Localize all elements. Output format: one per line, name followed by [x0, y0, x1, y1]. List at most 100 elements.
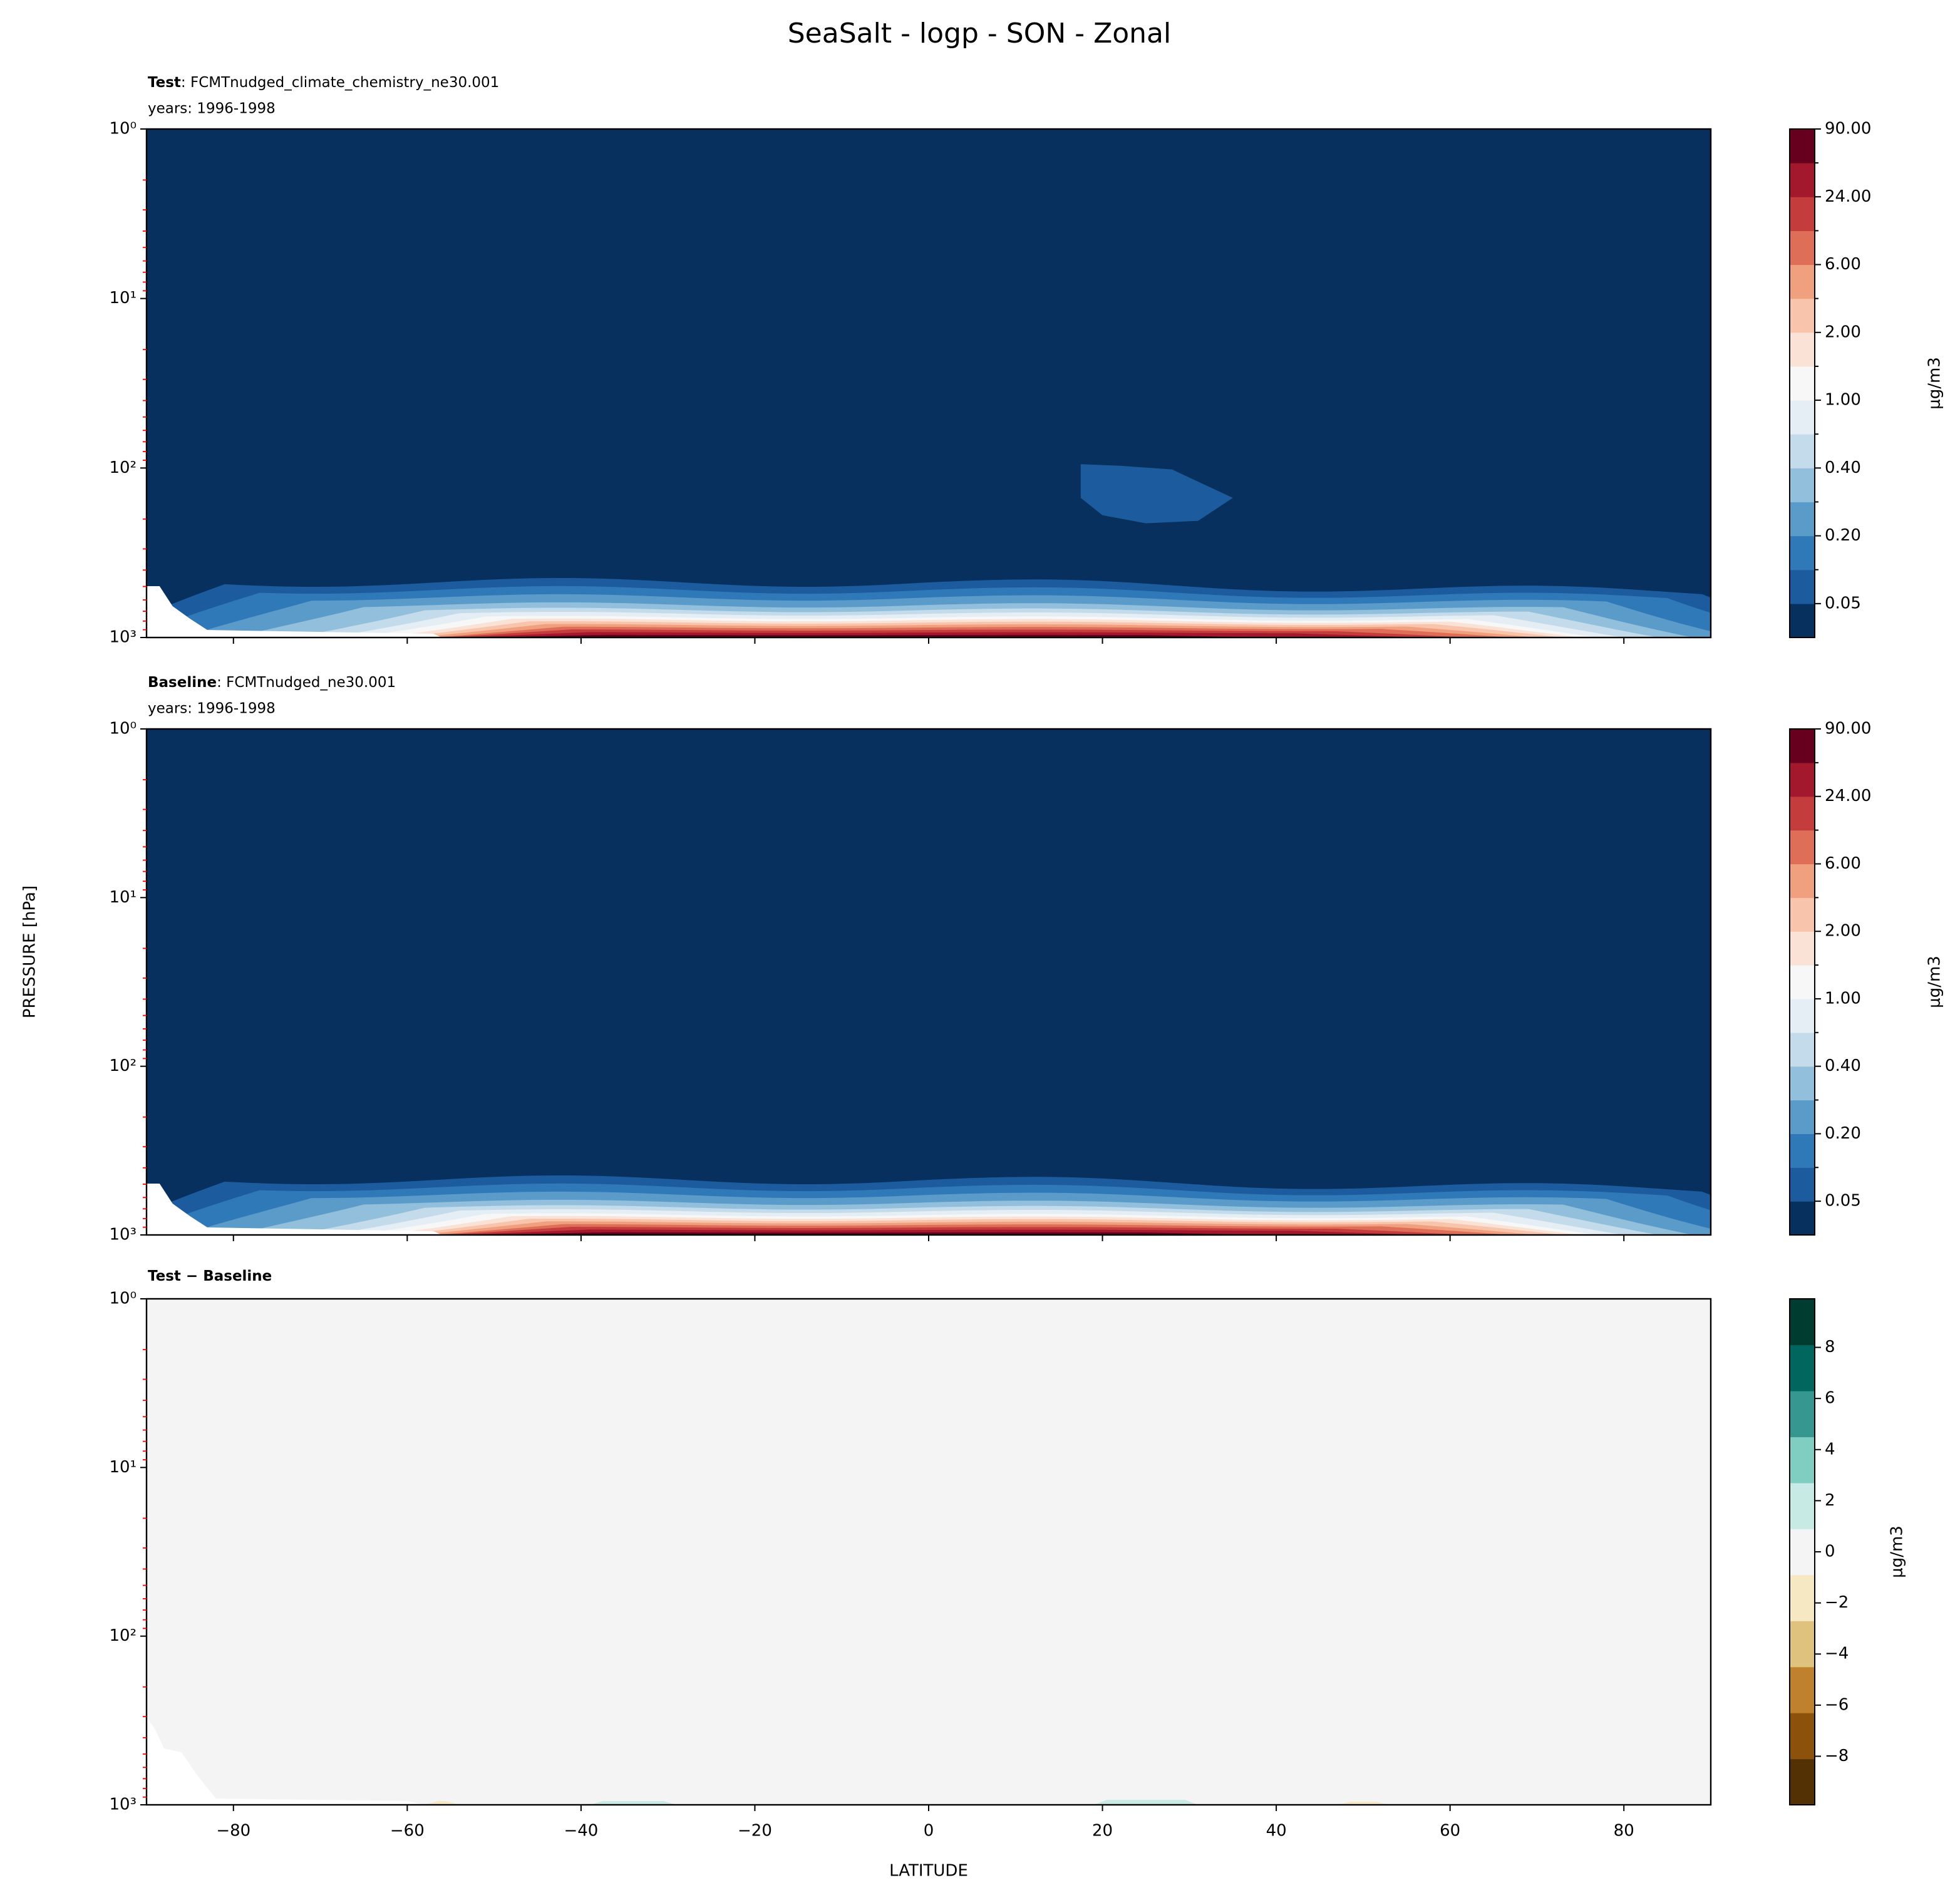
colorbar-segment — [1790, 129, 1815, 163]
colorbar-segment — [1790, 1758, 1815, 1805]
x-tick-label: −60 — [390, 1822, 425, 1841]
colorbar-segment — [1790, 729, 1815, 763]
colorbar-frame — [1789, 128, 1815, 638]
colorbar-segment — [1790, 332, 1815, 367]
colorbar-segment — [1790, 1167, 1815, 1202]
colorbar-segment — [1790, 897, 1815, 932]
x-tick-label: 0 — [924, 1822, 934, 1841]
colorbar-segment — [1790, 864, 1815, 898]
y-tick-label: 10⁰ — [109, 1289, 137, 1308]
missing-data-mask — [147, 1717, 425, 1805]
colorbar-segment — [1790, 1574, 1815, 1621]
panel-subtitle: years: 1996-1998 — [148, 101, 276, 117]
colorbar-tick-label: 0.40 — [1825, 1056, 1861, 1075]
colorbar-tick-label: 0.40 — [1825, 458, 1861, 477]
colorbar-tick-label: −4 — [1825, 1644, 1849, 1663]
colorbar-label: μg/m3 — [1926, 956, 1944, 1008]
colorbar-label: μg/m3 — [1926, 357, 1944, 410]
panel-title: Test − Baseline — [148, 1268, 272, 1284]
colorbar-tick-label: 24.00 — [1825, 787, 1871, 805]
figure-title: SeaSalt - logp - SON - Zonal — [788, 18, 1172, 49]
colorbar-segment — [1790, 1133, 1815, 1168]
contour-fill — [147, 129, 1711, 638]
contour-fill — [147, 1299, 1711, 1805]
x-tick-label: 20 — [1092, 1822, 1113, 1841]
x-tick-label: 80 — [1614, 1822, 1634, 1841]
colorbar-segment — [1790, 1390, 1815, 1437]
colorbar-tick-label: 2.00 — [1825, 323, 1861, 341]
plot-area — [147, 729, 1711, 1235]
colorbar-segment — [1790, 569, 1815, 604]
colorbar-frame — [1789, 1298, 1815, 1805]
colorbar-segment — [1790, 163, 1815, 197]
colorbar-segment — [1790, 762, 1815, 797]
panel-subtitle: years: 1996-1998 — [148, 701, 276, 717]
plot-area — [147, 1299, 1711, 1805]
colorbar-segment — [1790, 264, 1815, 299]
colorbar-segment — [1790, 230, 1815, 266]
colorbar-segment — [1790, 366, 1815, 401]
colorbar-tick-label: 0.20 — [1825, 1124, 1861, 1143]
y-tick-label: 10³ — [109, 628, 137, 647]
panel-title-label: Baseline — [148, 674, 217, 691]
x-tick-label: 60 — [1440, 1822, 1460, 1841]
colorbar-tick-label: 90.00 — [1825, 720, 1871, 738]
colorbar-tick-label: 1.00 — [1825, 391, 1861, 410]
colorbar-tick-label: 24.00 — [1825, 187, 1871, 206]
colorbar-segment — [1790, 434, 1815, 468]
colorbar-segment — [1790, 796, 1815, 831]
colorbar-tick-label: 2.00 — [1825, 922, 1861, 941]
colorbar-tick-label: 0.05 — [1825, 594, 1861, 612]
colorbar-segment — [1790, 931, 1815, 966]
colorbar-tick-label: 0.05 — [1825, 1192, 1861, 1211]
colorbar-tick-label: 90.00 — [1825, 120, 1871, 138]
colorbar-segment — [1790, 535, 1815, 571]
y-tick-label: 10¹ — [109, 1458, 137, 1477]
x-tick-label: −40 — [564, 1822, 598, 1841]
panel-case: : FCMTnudged_climate_chemistry_ne30.001 — [181, 75, 499, 91]
panel-title: Test: FCMTnudged_climate_chemistry_ne30.… — [148, 75, 499, 91]
panel-title: Baseline: FCMTnudged_ne30.001 — [148, 674, 396, 691]
colorbar-tick-label: −6 — [1825, 1695, 1849, 1714]
colorbar-tick-label: 4 — [1825, 1440, 1835, 1459]
colorbar-segment — [1790, 965, 1815, 999]
colorbar-segment — [1790, 830, 1815, 865]
panel-title-label: Test — [148, 75, 181, 91]
y-tick-label: 10³ — [109, 1226, 137, 1244]
colorbar-segment — [1790, 1345, 1815, 1391]
y-tick-label: 10⁰ — [109, 120, 137, 138]
colorbar-tick-label: 0.20 — [1825, 526, 1861, 545]
y-tick-label: 10¹ — [109, 289, 137, 307]
colorbar-segment — [1790, 1529, 1815, 1576]
y-tick-label: 10⁰ — [109, 720, 137, 738]
x-axis-label: LATITUDE — [889, 1862, 968, 1881]
colorbar-segment — [1790, 298, 1815, 333]
colorbar-segment — [1790, 468, 1815, 503]
colorbar-tick-label: 1.00 — [1825, 989, 1861, 1008]
colorbar-segment — [1790, 197, 1815, 231]
colorbar-segment — [1790, 1066, 1815, 1101]
colorbar-segment — [1790, 400, 1815, 435]
colorbar-segment — [1790, 1666, 1815, 1713]
colorbar-segment — [1790, 1713, 1815, 1760]
plot-area — [147, 129, 1711, 638]
y-tick-label: 10¹ — [109, 888, 137, 907]
colorbar-tick-label: 8 — [1825, 1338, 1835, 1356]
x-tick-label: −20 — [738, 1822, 772, 1841]
y-tick-label: 10² — [109, 1626, 137, 1645]
x-tick-label: 40 — [1266, 1822, 1287, 1841]
panel-case: : FCMTnudged_ne30.001 — [217, 674, 396, 691]
y-tick-label: 10² — [109, 1056, 137, 1075]
colorbar-segment — [1790, 1032, 1815, 1067]
missing-data-mask — [147, 586, 442, 638]
colorbar-tick-label: 6 — [1825, 1389, 1835, 1408]
colorbar-segment — [1790, 1621, 1815, 1668]
colorbar-segment — [1790, 1100, 1815, 1134]
colorbar-tick-label: −2 — [1825, 1593, 1849, 1612]
contour-fill — [1093, 1800, 1199, 1805]
colorbar-segment — [1790, 603, 1815, 638]
colorbar-segment — [1790, 1201, 1815, 1236]
colorbar-tick-label: 0 — [1825, 1542, 1835, 1561]
